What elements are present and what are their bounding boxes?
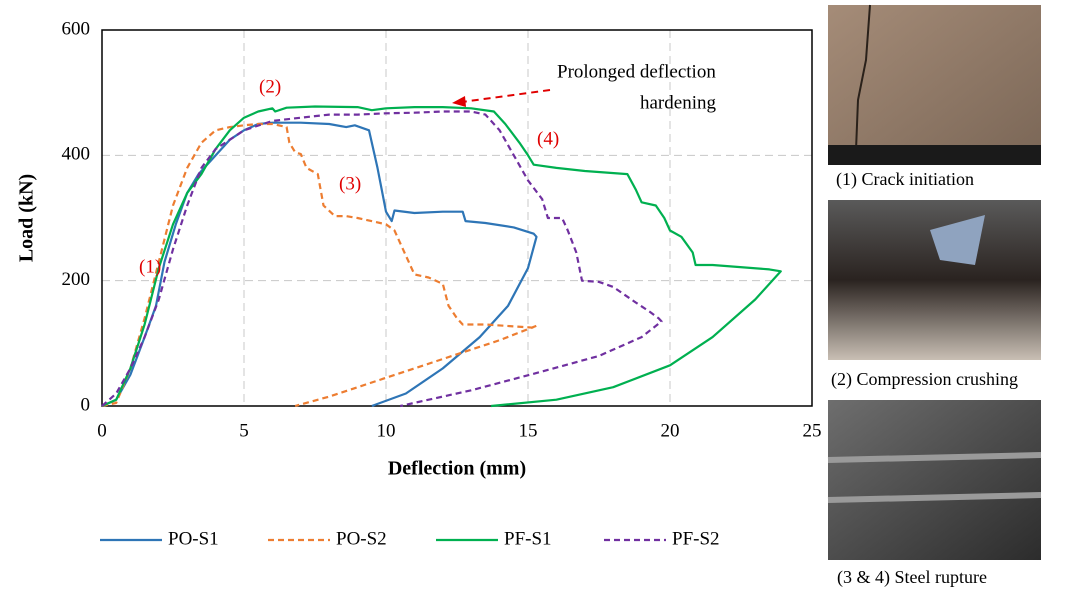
legend-label: PO-S1 xyxy=(168,528,219,549)
annotation: Prolonged deflection xyxy=(557,61,716,82)
annotation: (3) xyxy=(339,173,361,194)
plot-frame xyxy=(101,29,813,407)
photo-detail xyxy=(827,452,1042,503)
x-tick-label: 25 xyxy=(803,420,822,441)
legend-label: PF-S1 xyxy=(504,528,552,549)
legend-label: PF-S2 xyxy=(672,528,720,549)
x-tick-label: 15 xyxy=(519,420,538,441)
annotation: (2) xyxy=(259,76,281,97)
photo-caption: (1) Crack initiation xyxy=(836,169,974,190)
annotation: hardening xyxy=(640,92,716,113)
y-tick-label: 600 xyxy=(62,18,91,39)
y-axis-label: Load (kN) xyxy=(16,174,38,262)
photo-detail xyxy=(828,145,1041,165)
x-tick-label: 20 xyxy=(661,420,680,441)
y-tick-label: 400 xyxy=(62,144,91,165)
y-tick-label: 200 xyxy=(62,269,91,290)
data-line xyxy=(101,110,663,408)
photo-detail xyxy=(930,215,985,265)
data-line xyxy=(101,121,538,408)
photo-crushing xyxy=(828,200,1041,360)
data-line xyxy=(101,122,538,408)
photo-detail xyxy=(855,4,871,151)
photo-caption: (3 & 4) Steel rupture xyxy=(837,567,987,588)
annotation-arrow xyxy=(461,89,551,103)
x-axis-label: Deflection (mm) xyxy=(388,458,526,480)
photo-rupture xyxy=(828,400,1041,560)
annotation-arrowhead xyxy=(452,96,466,107)
x-tick-label: 10 xyxy=(377,420,396,441)
annotation: (1) xyxy=(139,256,161,277)
x-tick-label: 0 xyxy=(97,420,107,441)
photo-crack xyxy=(828,5,1041,165)
x-tick-label: 5 xyxy=(239,420,249,441)
data-line xyxy=(101,105,782,408)
photo-caption: (2) Compression crushing xyxy=(831,369,1018,390)
annotation: (4) xyxy=(537,128,559,149)
y-tick-label: 0 xyxy=(81,394,91,415)
legend-label: PO-S2 xyxy=(336,528,387,549)
